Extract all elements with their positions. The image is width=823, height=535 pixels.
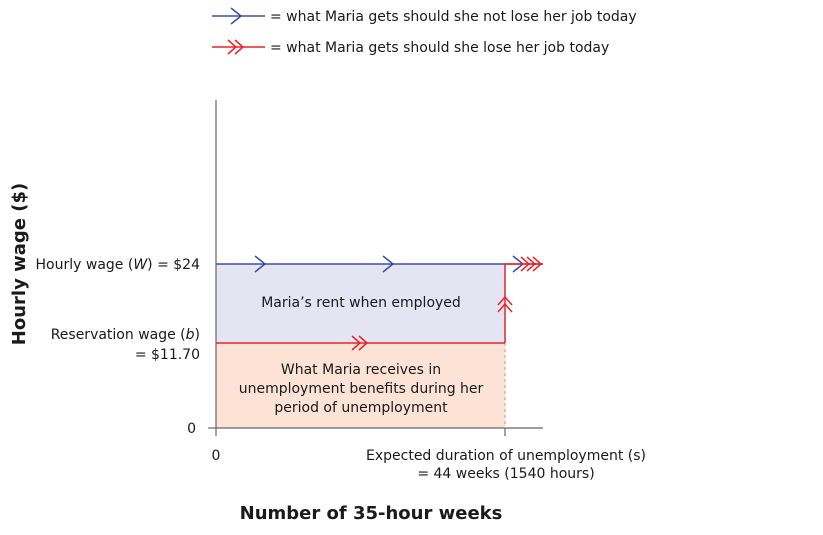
blue-arrow-icon	[254, 255, 267, 273]
y-axis-title: Hourly wage ($)	[9, 183, 30, 345]
benefits-label-line2: unemployment benefits during her	[239, 381, 484, 397]
legend-blue-arrow-icon	[212, 7, 265, 25]
x-axis-title: Number of 35-hour weeks	[240, 503, 503, 524]
red-double-arrow-icon	[351, 335, 369, 351]
duration-label-line2: = 44 weeks (1540 hours)	[417, 466, 594, 482]
blue-arrow-icon	[382, 255, 395, 273]
legend: = what Maria gets should she not lose he…	[212, 7, 637, 56]
benefits-label-line3: period of unemployment	[274, 400, 448, 416]
unemployed-path	[216, 256, 543, 351]
employed-path	[216, 255, 543, 273]
x-zero-label: 0	[212, 448, 221, 464]
y-zero-label: 0	[187, 421, 196, 437]
benefits-region	[216, 343, 505, 428]
wage-label: Hourly wage (W) = $24	[36, 257, 201, 273]
benefits-label-line1: What Maria receives in	[281, 362, 441, 378]
reservation-wage-label: Reservation wage (b)	[51, 327, 200, 343]
legend-red-double-arrow-icon	[212, 39, 265, 55]
duration-label-line1: Expected duration of unemployment (s)	[366, 448, 646, 464]
red-double-arrow-up-icon	[497, 295, 513, 313]
reservation-wage-value: = $11.70	[135, 347, 200, 363]
rent-region	[216, 264, 505, 343]
legend-blue-text: = what Maria gets should she not lose he…	[270, 9, 637, 25]
rent-region-label: Maria’s rent when employed	[261, 295, 461, 311]
red-triple-arrow-icon	[520, 256, 543, 272]
legend-red-text: = what Maria gets should she lose her jo…	[270, 40, 609, 56]
